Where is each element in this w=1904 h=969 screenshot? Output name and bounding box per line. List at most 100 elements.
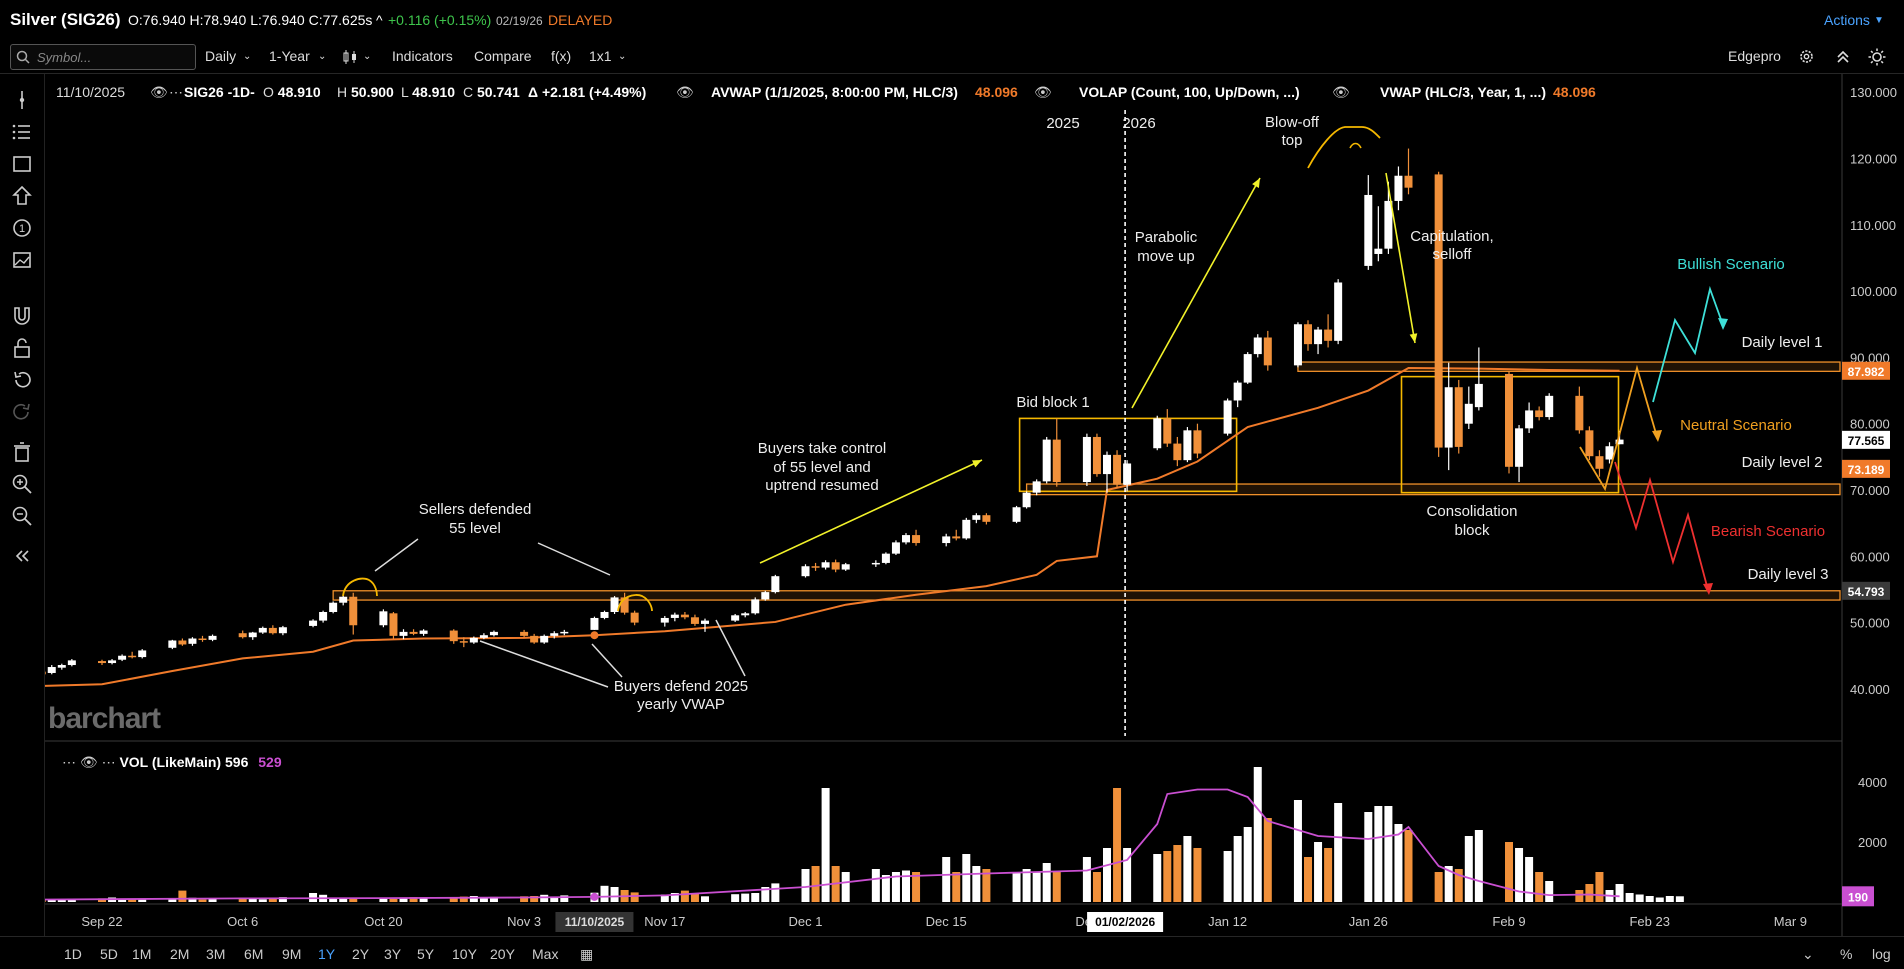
more-dots-icon[interactable]: ⋯ (62, 754, 76, 770)
chevron-down-icon[interactable]: ⌄ (1802, 946, 1814, 962)
volume-bar (871, 869, 880, 902)
trash-icon[interactable] (10, 440, 34, 464)
period-6m[interactable]: 6M (244, 946, 264, 962)
visibility-eye-icon[interactable]: 👁 (150, 84, 168, 100)
period-2y[interactable]: 2Y (352, 946, 370, 962)
user-name[interactable]: Edgepro (1728, 48, 1781, 64)
zoom-out-icon[interactable] (10, 504, 34, 528)
volume-bar (841, 872, 850, 902)
redo-icon[interactable] (10, 400, 34, 424)
shapes-tool-icon[interactable] (10, 184, 34, 208)
lines-tool-icon[interactable] (10, 120, 34, 144)
period-5y[interactable]: 5Y (417, 946, 435, 962)
period-20y[interactable]: 20Y (490, 946, 515, 962)
collapse-toolbar-icon[interactable] (10, 544, 34, 568)
volume-value: 596 (225, 754, 249, 770)
number-tool-icon[interactable]: 1 (10, 216, 34, 240)
quote-date: 02/19/26 (496, 14, 543, 28)
period-1m[interactable]: 1M (132, 946, 152, 962)
candle-body (98, 661, 106, 664)
zoom-in-icon[interactable] (10, 472, 34, 496)
image-tool-icon[interactable] (10, 248, 34, 272)
calendar-icon[interactable]: ▦ (580, 946, 594, 962)
period-2m[interactable]: 2M (170, 946, 190, 962)
function-button[interactable]: f(x) (551, 48, 572, 64)
volume-bar (1454, 869, 1463, 902)
magnet-icon[interactable] (10, 304, 34, 328)
avwap-label[interactable]: AVWAP (1/1/2025, 8:00:00 PM, HLC/3) (711, 84, 958, 100)
candle-body (1263, 337, 1272, 366)
candle-body (1404, 175, 1413, 188)
candle-body (399, 631, 408, 636)
volume-bar (469, 896, 478, 902)
period-3m[interactable]: 3M (206, 946, 226, 962)
bullish-path (1652, 285, 1724, 403)
period-3y[interactable]: 3Y (384, 946, 402, 962)
collapse-icon[interactable] (1835, 49, 1851, 65)
layout-chevron-icon: ⌄ (618, 51, 627, 62)
period-bar: 1D 5D 1M 2M 3M 6M 9M 1Y 2Y 3Y 5Y 10Y 20Y Max ▦ ⌄% log (0, 936, 1904, 969)
vwap-label[interactable]: VWAP (HLC/3, Year, 1, ...) (1380, 84, 1546, 100)
vwap-eye-icon[interactable]: 👁 (1332, 84, 1350, 100)
candle-body (258, 627, 267, 633)
yellow-arrow-head (972, 460, 982, 468)
eye-icon[interactable]: 👁 (79, 754, 98, 770)
compare-button[interactable]: Compare (474, 48, 532, 64)
legend-symbol[interactable]: SIG26 -1D- (184, 84, 255, 100)
volume-label[interactable]: VOL (LikeMain) (119, 754, 222, 770)
change-arrow: ^ (376, 12, 383, 28)
volume-bar (1615, 884, 1624, 902)
more-dots-icon[interactable]: ⋯ (101, 754, 116, 770)
annotation-text: Buyers defend 2025 (614, 678, 748, 695)
avwap-eye-icon[interactable]: 👁 (676, 84, 694, 100)
period-5d[interactable]: 5D (100, 946, 118, 962)
volume-bar (771, 883, 780, 902)
percent-toggle[interactable]: % (1840, 946, 1853, 962)
period-1d[interactable]: 1D (64, 946, 82, 962)
candle-body (238, 633, 247, 638)
brightness-icon[interactable] (1868, 48, 1886, 66)
crosshair-tool-icon[interactable] (10, 88, 34, 112)
y-tick-label: 50.000 (1850, 616, 1890, 631)
candle-body (1193, 430, 1202, 454)
volume-bar (1525, 857, 1534, 902)
symbol-search[interactable] (10, 44, 196, 70)
y-tick-label: 120.000 (1850, 152, 1897, 167)
candle-body (1233, 382, 1242, 401)
lock-icon[interactable] (10, 336, 34, 360)
undo-icon[interactable] (10, 368, 34, 392)
candle-body (912, 535, 921, 544)
seller-arc (342, 577, 378, 597)
rectangle-tool-icon[interactable] (10, 152, 34, 176)
volume-bar (902, 870, 910, 902)
symbol-input[interactable] (35, 48, 189, 66)
chart-toolbar: Daily ⌄ 1-Year ⌄ ⌄ Indicators Compare f(… (0, 40, 1904, 74)
interval-dropdown[interactable]: Daily (205, 48, 237, 64)
seller-arc (617, 594, 653, 612)
period-9m[interactable]: 9M (282, 946, 302, 962)
period-max[interactable]: Max (532, 946, 559, 962)
gear-icon[interactable] (1798, 48, 1815, 65)
volume-bar (1434, 872, 1443, 902)
price-axis-label (1842, 459, 1890, 478)
range-dropdown[interactable]: 1-Year (269, 48, 310, 64)
symbol-title[interactable]: Silver (SIG26) (10, 10, 121, 29)
candle-body (108, 660, 117, 664)
actions-button[interactable]: Actions (1824, 12, 1870, 28)
layout-dropdown[interactable]: 1x1 (589, 48, 612, 64)
crosshair-date-label-text: 11/10/2025 (565, 915, 625, 929)
volume-bar (1082, 857, 1091, 902)
period-1y[interactable]: 1Y (318, 946, 336, 962)
chart-type-icon[interactable] (342, 49, 358, 65)
log-toggle[interactable]: log (1872, 946, 1891, 962)
candle-body (1123, 463, 1132, 485)
indicators-button[interactable]: Indicators (392, 48, 453, 64)
period-10y[interactable]: 10Y (452, 946, 477, 962)
price-axis-label-text: 87.982 (1848, 365, 1885, 379)
volap-label[interactable]: VOLAP (Count, 100, Up/Down, ...) (1079, 84, 1300, 100)
volap-eye-icon[interactable]: 👁 (1034, 84, 1052, 100)
blowoff-marker (1349, 142, 1362, 149)
buyer-callout-line (715, 619, 746, 677)
more-dots-icon[interactable]: ⋯ (169, 84, 183, 100)
